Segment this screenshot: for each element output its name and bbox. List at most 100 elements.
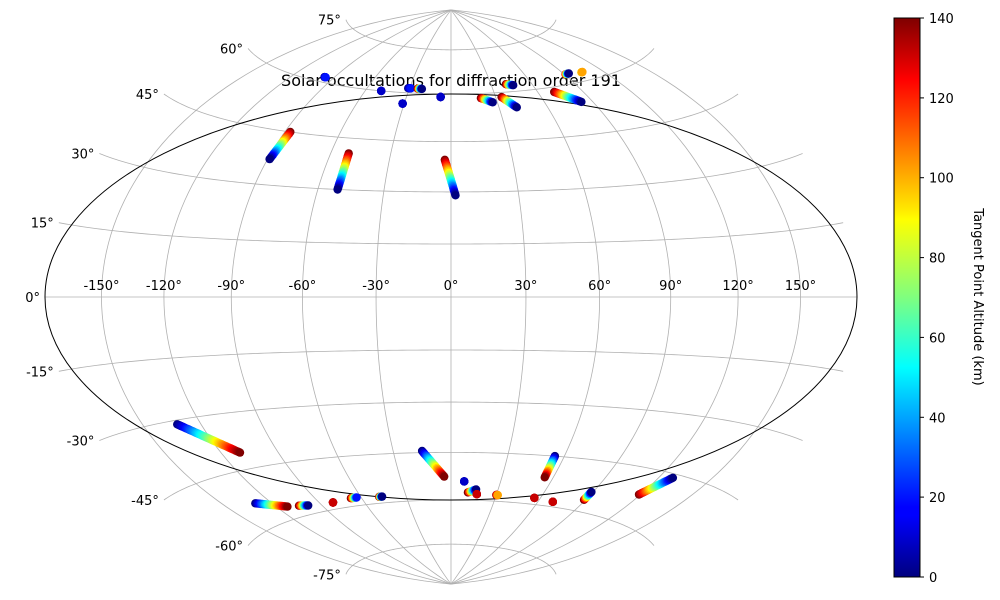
colorbar-tick-label: 0 xyxy=(929,571,937,586)
occultation-point xyxy=(440,472,449,481)
occultation-point xyxy=(321,73,330,82)
occultation-point xyxy=(540,473,549,482)
lon-tick-label: -30° xyxy=(362,279,390,294)
colorbar-tick-label: 60 xyxy=(929,331,946,346)
occultation-track xyxy=(476,93,497,107)
parallel-line xyxy=(163,93,739,143)
parallel-line xyxy=(345,19,557,51)
occultation-track xyxy=(530,493,539,503)
occultation-track xyxy=(398,99,407,108)
occultation-track xyxy=(265,127,295,164)
occultation-track xyxy=(497,92,521,112)
graticule xyxy=(45,9,857,585)
parallel-line xyxy=(163,451,739,501)
occultation-point xyxy=(548,497,557,506)
occultation-track xyxy=(540,451,560,482)
occultation-point xyxy=(472,490,481,499)
lat-tick-label: 30° xyxy=(71,148,94,163)
occultation-point xyxy=(417,84,427,94)
lon-tick-label: -120° xyxy=(146,279,182,294)
parallel-line xyxy=(99,401,803,441)
colorbar-label: Tangent Point Altitude (km) xyxy=(970,207,985,385)
occultation-point xyxy=(377,492,387,501)
lat-tick-label: -30° xyxy=(67,435,95,450)
occultation-point xyxy=(460,477,469,486)
occultation-track xyxy=(579,487,596,504)
occultation-point xyxy=(406,84,416,93)
colorbar-tick-label: 20 xyxy=(929,491,946,506)
occultation-point xyxy=(436,92,445,102)
occultation-track xyxy=(346,493,361,503)
lon-tick-label: 150° xyxy=(785,279,816,294)
occultation-track xyxy=(173,420,245,457)
occultation-point xyxy=(587,487,596,497)
occultation-track xyxy=(294,501,313,510)
occultation-track xyxy=(377,86,386,96)
occultation-track xyxy=(328,498,338,507)
lat-tick-label: -15° xyxy=(26,365,54,380)
occultation-point xyxy=(493,490,502,500)
parallel-line xyxy=(58,349,844,372)
occultation-track xyxy=(404,84,416,93)
occultation-point xyxy=(509,81,518,90)
colorbar-tick-label: 40 xyxy=(929,411,946,426)
occultation-point xyxy=(512,103,521,112)
longitude-tick-labels: -150° -120° -90° -60° -30° 0° 30° 60° 90° 120° 150… xyxy=(83,279,816,294)
occultation-track xyxy=(634,473,678,499)
occultation-point xyxy=(451,191,460,200)
occultation-track xyxy=(413,84,427,94)
occultation-track xyxy=(333,149,353,194)
occultation-track xyxy=(548,497,557,506)
colorbar-tick-label: 80 xyxy=(929,252,946,267)
lon-tick-label: 90° xyxy=(659,279,682,294)
occultation-point xyxy=(578,67,587,77)
occultation-track xyxy=(460,477,469,486)
latitude-tick-labels: -75° -60° -45° -30° -15° 0° 15° 30° 45° 60° 75° xyxy=(25,14,341,584)
occultation-track xyxy=(375,492,387,501)
lon-tick-label: -150° xyxy=(83,279,119,294)
lon-tick-label: -60° xyxy=(289,279,317,294)
lat-tick-label: 0° xyxy=(25,291,40,306)
occultation-point xyxy=(304,501,313,510)
lat-tick-label: 60° xyxy=(220,42,243,57)
occultation-point xyxy=(398,99,407,108)
lon-tick-label: -90° xyxy=(217,279,245,294)
occultation-track xyxy=(320,72,330,82)
lat-tick-label: 75° xyxy=(318,14,341,29)
map-boundary xyxy=(44,93,858,501)
occultation-track xyxy=(436,92,445,102)
occultation-points xyxy=(173,67,678,511)
occultation-point xyxy=(564,69,573,78)
occultation-track xyxy=(577,67,587,77)
occultation-point xyxy=(488,98,497,107)
lon-tick-label: 60° xyxy=(588,279,611,294)
occultation-track xyxy=(472,490,481,499)
lat-tick-label: 15° xyxy=(31,217,54,232)
occultation-point xyxy=(265,154,274,164)
occultation-track xyxy=(501,80,518,90)
occultation-track xyxy=(561,69,573,79)
lon-tick-label: 0° xyxy=(444,279,459,294)
lat-tick-label: -60° xyxy=(215,540,243,555)
lat-tick-label: 45° xyxy=(136,88,159,103)
occultation-point xyxy=(668,473,678,482)
occultation-track xyxy=(417,446,449,481)
parallel-line xyxy=(345,543,557,575)
colorbar-ticks: 0 20 40 60 80 100 120 140 xyxy=(920,12,954,586)
occultation-point xyxy=(577,97,586,107)
occultation-point xyxy=(328,498,338,507)
occultation-point xyxy=(333,185,342,194)
colorbar-gradient xyxy=(893,17,921,578)
colorbar: 0 20 40 60 80 100 120 140 Tangent Point Altitud… xyxy=(893,12,985,586)
lon-tick-label: 30° xyxy=(514,279,537,294)
occultation-point xyxy=(352,493,361,502)
occultation-point xyxy=(530,493,539,503)
occultation-track xyxy=(550,87,586,107)
colorbar-tick-label: 140 xyxy=(929,12,954,27)
colorbar-tick-label: 120 xyxy=(929,92,954,107)
lat-tick-label: -45° xyxy=(131,494,159,509)
occultation-track xyxy=(492,490,502,500)
lon-tick-label: 120° xyxy=(722,279,753,294)
lat-tick-label: -75° xyxy=(313,568,341,583)
